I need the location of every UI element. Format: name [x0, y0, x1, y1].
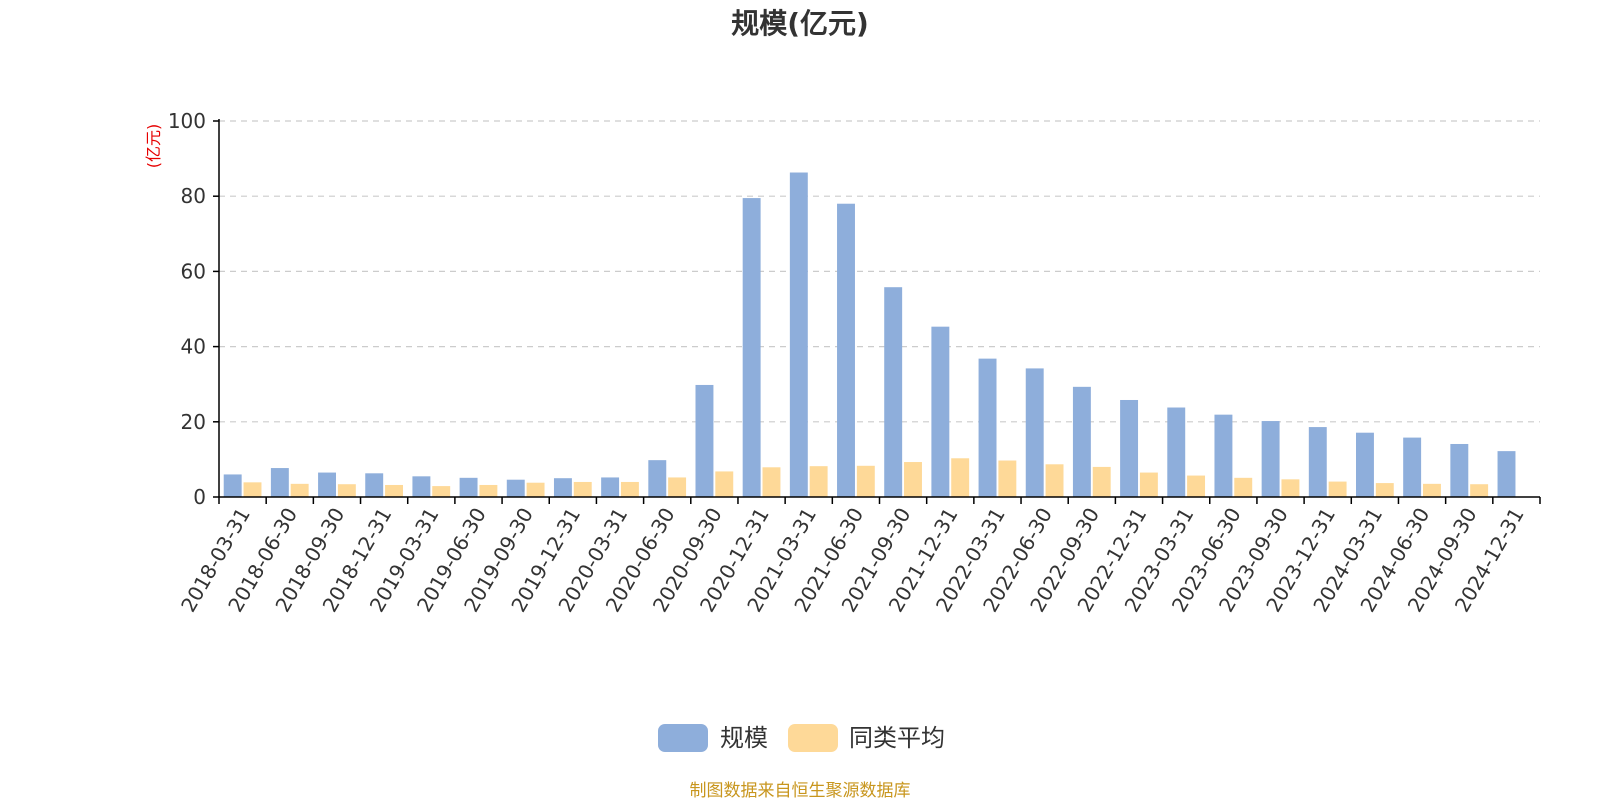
bar-规模-2022-09-30[interactable]: [1072, 386, 1091, 497]
bar-同类平均-2022-06-30[interactable]: [1045, 464, 1064, 497]
bar-同类平均-2019-12-31[interactable]: [573, 481, 592, 497]
bar-同类平均-2020-09-30[interactable]: [715, 471, 734, 497]
chart-title: 规模(亿元): [731, 7, 869, 40]
bar-同类平均-2024-03-31[interactable]: [1375, 483, 1394, 497]
bar-规模-2022-03-31[interactable]: [978, 358, 997, 497]
bars-group: [223, 172, 1516, 497]
bar-规模-2024-03-31[interactable]: [1356, 432, 1374, 497]
data-source-note: 制图数据来自恒生聚源数据库: [690, 781, 911, 800]
bar-同类平均-2018-12-31[interactable]: [385, 484, 403, 497]
bar-同类平均-2021-09-30[interactable]: [904, 462, 922, 497]
bar-同类平均-2022-09-30[interactable]: [1092, 466, 1111, 497]
bar-同类平均-2019-09-30[interactable]: [526, 482, 545, 497]
y-tick-label: 20: [181, 410, 206, 434]
y-axis-label: (亿元): [144, 124, 163, 169]
bar-规模-2020-12-31[interactable]: [742, 198, 761, 497]
bar-规模-2021-06-30[interactable]: [837, 203, 855, 497]
bar-规模-2023-03-31[interactable]: [1167, 407, 1186, 497]
bar-规模-2019-06-30[interactable]: [459, 477, 478, 497]
bar-同类平均-2023-09-30[interactable]: [1281, 479, 1300, 497]
bar-规模-2019-12-31[interactable]: [553, 478, 572, 497]
bar-规模-2023-12-31[interactable]: [1308, 427, 1327, 497]
bar-规模-2021-03-31[interactable]: [789, 172, 808, 497]
bar-同类平均-2021-12-31[interactable]: [951, 458, 970, 497]
bar-同类平均-2020-12-31[interactable]: [762, 467, 781, 497]
bar-同类平均-2021-03-31[interactable]: [809, 466, 828, 497]
axes: 2018-03-312018-06-302018-09-302018-12-31…: [176, 119, 1541, 616]
bar-同类平均-2023-12-31[interactable]: [1328, 481, 1347, 497]
bar-规模-2020-09-30[interactable]: [695, 384, 714, 497]
grid-lines: 0 20 40 60 80 100: [168, 109, 1540, 509]
y-tick-label: 80: [181, 184, 206, 208]
legend-label-规模[interactable]: 规模: [720, 724, 768, 752]
bar-规模-2020-03-31[interactable]: [601, 477, 620, 497]
bar-规模-2023-09-30[interactable]: [1261, 421, 1280, 497]
bar-规模-2022-06-30[interactable]: [1025, 368, 1044, 497]
legend[interactable]: 规模 同类平均: [658, 724, 945, 752]
legend-swatch-规模[interactable]: [658, 724, 708, 752]
bar-同类平均-2018-03-31[interactable]: [243, 482, 262, 497]
bar-同类平均-2021-06-30[interactable]: [856, 465, 875, 497]
bar-规模-2021-09-30[interactable]: [884, 287, 903, 497]
bar-规模-2018-12-31[interactable]: [365, 473, 384, 497]
bar-规模-2019-03-31[interactable]: [412, 476, 431, 497]
bar-同类平均-2019-06-30[interactable]: [479, 484, 498, 497]
bar-同类平均-2022-03-31[interactable]: [998, 460, 1017, 497]
bar-同类平均-2022-12-31[interactable]: [1139, 472, 1158, 497]
bar-同类平均-2020-03-31[interactable]: [620, 481, 639, 497]
bar-同类平均-2019-03-31[interactable]: [432, 486, 451, 497]
y-tick-label: 60: [181, 259, 206, 283]
bar-规模-2024-12-31[interactable]: [1497, 451, 1516, 497]
bar-规模-2018-03-31[interactable]: [223, 474, 242, 497]
y-tick-label: 100: [168, 109, 206, 133]
bar-规模-2018-09-30[interactable]: [318, 472, 337, 497]
bar-规模-2024-09-30[interactable]: [1450, 443, 1469, 497]
bar-同类平均-2024-09-30[interactable]: [1470, 484, 1489, 497]
legend-label-同类平均[interactable]: 同类平均: [849, 724, 945, 752]
bar-同类平均-2024-06-30[interactable]: [1422, 483, 1441, 497]
y-tick-label: 0: [193, 485, 206, 509]
bar-规模-2019-09-30[interactable]: [506, 479, 525, 497]
bar-规模-2022-12-31[interactable]: [1120, 399, 1139, 497]
bar-同类平均-2023-03-31[interactable]: [1187, 475, 1206, 497]
bar-同类平均-2020-06-30[interactable]: [668, 477, 687, 497]
bar-规模-2023-06-30[interactable]: [1214, 414, 1233, 497]
bar-规模-2020-06-30[interactable]: [648, 460, 667, 497]
bar-规模-2021-12-31[interactable]: [931, 326, 950, 497]
bar-规模-2018-06-30[interactable]: [270, 468, 289, 497]
bar-同类平均-2023-06-30[interactable]: [1234, 477, 1253, 497]
y-tick-label: 40: [181, 335, 206, 359]
legend-swatch-同类平均[interactable]: [788, 724, 838, 752]
bar-规模-2024-06-30[interactable]: [1403, 437, 1422, 497]
bar-同类平均-2018-09-30[interactable]: [337, 484, 356, 497]
bar-同类平均-2018-06-30[interactable]: [290, 483, 309, 497]
